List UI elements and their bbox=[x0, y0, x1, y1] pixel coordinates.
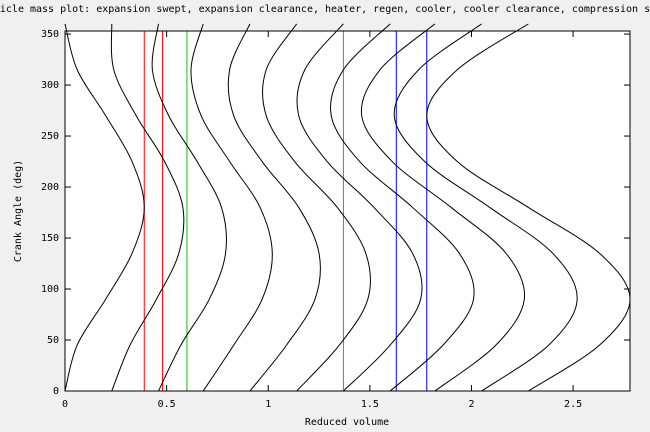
data-line bbox=[262, 23, 371, 392]
plot-frame bbox=[64, 30, 631, 392]
y-axis-label: Crank Angle (deg) bbox=[13, 160, 24, 262]
x-axis-label: Reduced volume bbox=[305, 417, 389, 428]
data-line bbox=[190, 23, 273, 392]
x-tick-label: 1.5 bbox=[361, 399, 379, 410]
x-tick-label: 0.5 bbox=[158, 399, 176, 410]
data-line bbox=[110, 23, 185, 392]
data-line bbox=[330, 23, 475, 392]
x-tick-label: 0 bbox=[62, 399, 68, 410]
x-tick-label: 2 bbox=[468, 399, 474, 410]
y-tick-label: 50 bbox=[47, 335, 59, 346]
data-line bbox=[360, 23, 526, 392]
data-line bbox=[296, 23, 423, 392]
plot-area bbox=[65, 31, 630, 391]
y-tick-label: 100 bbox=[41, 284, 59, 295]
y-tick-label: 300 bbox=[41, 80, 59, 91]
y-tick-label: 200 bbox=[41, 182, 59, 193]
data-line bbox=[426, 23, 631, 392]
x-tick-label: 1 bbox=[265, 399, 271, 410]
data-line bbox=[151, 23, 227, 392]
data-line bbox=[393, 23, 578, 392]
x-tick-label: 2.5 bbox=[564, 399, 582, 410]
y-tick-label: 350 bbox=[41, 29, 59, 40]
y-tick-label: 150 bbox=[41, 233, 59, 244]
data-line bbox=[64, 23, 145, 392]
y-tick-label: 0 bbox=[53, 386, 59, 397]
y-tick-label: 250 bbox=[41, 131, 59, 142]
data-line bbox=[227, 23, 321, 392]
chart-title: Particle mass plot: expansion swept, exp… bbox=[0, 4, 650, 15]
